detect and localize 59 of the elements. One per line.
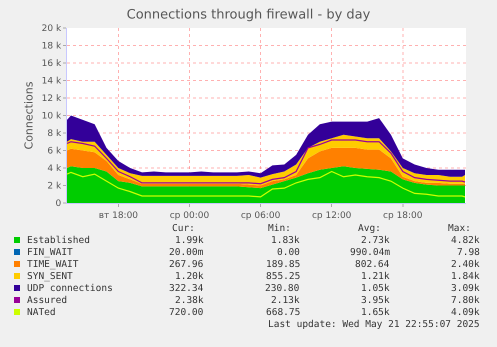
- text: 1.05k: [361, 283, 390, 294]
- legend-label: TIME_WAIT: [27, 259, 79, 270]
- legend-label: FIN_WAIT: [27, 247, 74, 258]
- text: 855.25: [266, 271, 300, 282]
- text: 990.04m: [350, 247, 390, 258]
- text: 3.95k: [361, 295, 390, 306]
- text: 1.83k: [271, 235, 300, 246]
- legend-label: Established: [27, 235, 90, 246]
- text: 1.84k: [451, 271, 480, 282]
- text: Max:: [448, 223, 471, 234]
- text: Cur:: [172, 223, 195, 234]
- text: Avg:: [358, 223, 381, 234]
- text: 2.38k: [175, 295, 204, 306]
- text: 230.80: [265, 283, 300, 294]
- text: 267.96: [169, 259, 204, 270]
- legend-label: UDP connections: [27, 283, 113, 294]
- text: 1.21k: [361, 271, 390, 282]
- text: 720.00: [169, 307, 204, 318]
- text: 4.82k: [451, 235, 480, 246]
- x-tick-label: ср 18:00: [383, 210, 423, 221]
- y-tick-label: 16 k: [42, 59, 62, 70]
- y-axis-title: Connections: [22, 81, 36, 150]
- y-tick-label: 0: [55, 199, 62, 210]
- x-tick-label: ср 00:00: [170, 210, 210, 221]
- y-tick-label: 4 k: [47, 164, 62, 174]
- y-tick-label: 14 k: [42, 76, 62, 87]
- x-tick-label: ср 06:00: [240, 210, 281, 221]
- legend-label: Assured: [27, 295, 68, 306]
- chart-title: Connections through firewall - by day: [126, 8, 371, 23]
- text: 1.20k: [175, 271, 204, 282]
- y-tick-label: 20 k: [42, 24, 62, 34]
- text: Min:: [268, 223, 291, 234]
- text: 2.40k: [451, 259, 480, 270]
- text: Last update: Wed May 21 22:55:07 2025: [268, 319, 480, 330]
- text: 3.09k: [451, 283, 480, 294]
- x-tick-label: ср 12:00: [312, 210, 352, 221]
- text: 1.65k: [361, 307, 390, 318]
- text: 322.34: [169, 283, 204, 294]
- y-tick-label: 6 k: [47, 146, 62, 157]
- x-tick-label: вт 18:00: [98, 210, 138, 221]
- text: 2.13k: [271, 295, 300, 306]
- legend-label: NATed: [27, 307, 56, 318]
- y-tick-label: 12 k: [42, 94, 62, 104]
- line-series: [67, 170, 466, 198]
- text: 189.85: [266, 259, 300, 270]
- y-tick-label: 10 k: [42, 112, 62, 122]
- text: 4.09k: [451, 307, 480, 318]
- y-tick-label: 2 k: [47, 182, 62, 192]
- legend-label: SYN_SENT: [27, 271, 74, 282]
- y-tick-label: 8 k: [47, 129, 62, 140]
- y-tick-label: 18 k: [42, 42, 62, 52]
- text: 668.75: [266, 307, 300, 318]
- text: 2.73k: [361, 235, 390, 246]
- text: 7.98: [457, 247, 480, 258]
- text: 802.64: [355, 259, 390, 270]
- text: 1.99k: [175, 235, 204, 246]
- text: 20.00m: [169, 247, 204, 258]
- text: 7.80k: [451, 295, 480, 306]
- text: 0.00: [277, 247, 300, 258]
